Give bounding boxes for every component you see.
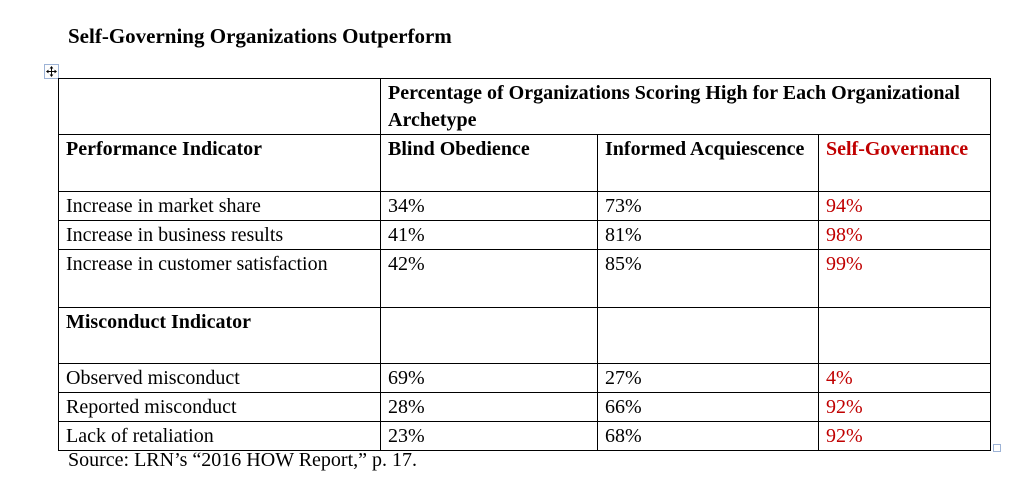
value-cell: 98% — [817, 220, 992, 250]
table-row-misconduct-section: Misconduct Indicator — [58, 307, 992, 364]
column-header-informed-acquiescence: Informed Acquiescence — [597, 134, 819, 192]
value-cell: 66% — [597, 392, 819, 422]
row-label-cell: Reported misconduct — [58, 392, 381, 422]
table-row: Increase in market share 34% 73% 94% — [58, 191, 992, 221]
table-merged-header: Percentage of Organizations Scoring High… — [379, 78, 992, 135]
table-row: Lack of retaliation 23% 68% 92% — [58, 421, 992, 451]
table-row-column-headers: Performance Indicator Blind Obedience In… — [58, 134, 992, 192]
row-label-cell: Lack of retaliation — [58, 421, 381, 451]
value-cell: 81% — [597, 220, 819, 250]
value-cell: 73% — [597, 191, 819, 221]
column-header-self-governance: Self-Governance — [817, 134, 992, 192]
value-cell: 23% — [380, 421, 598, 451]
value-cell: 41% — [380, 220, 598, 250]
value-cell: 99% — [817, 249, 992, 308]
move-icon — [46, 66, 57, 77]
value-cell: 69% — [380, 363, 598, 393]
section-header-misconduct-indicator: Misconduct Indicator — [58, 307, 381, 364]
row-label-cell: Observed misconduct — [58, 363, 381, 393]
table-resize-handle[interactable] — [993, 444, 1001, 452]
table-row: Observed misconduct 69% 27% 4% — [58, 363, 992, 393]
table-row: Increase in business results 41% 81% 98% — [58, 220, 992, 250]
source-note: Source: LRN’s “2016 HOW Report,” p. 17. — [68, 449, 418, 471]
value-cell: 42% — [380, 249, 598, 308]
value-cell: 28% — [380, 392, 598, 422]
value-cell: 92% — [817, 421, 992, 451]
column-header-blind-obedience: Blind Obedience — [380, 134, 598, 192]
value-cell — [597, 307, 819, 364]
value-cell — [817, 307, 992, 364]
value-cell: 92% — [817, 392, 992, 422]
value-cell: 4% — [817, 363, 992, 393]
row-label-cell: Increase in customer satisfaction — [58, 249, 381, 308]
row-label-cell: Increase in market share — [58, 191, 381, 221]
table-cell-empty-corner — [58, 78, 381, 135]
archetype-table: Percentage of Organizations Scoring High… — [58, 78, 992, 451]
column-header-performance-indicator: Performance Indicator — [58, 134, 381, 192]
table-move-handle[interactable] — [44, 64, 59, 79]
value-cell: 34% — [380, 191, 598, 221]
table-row: Reported misconduct 28% 66% 92% — [58, 392, 992, 422]
table-row: Increase in customer satisfaction 42% 85… — [58, 249, 992, 308]
value-cell: 94% — [817, 191, 992, 221]
value-cell: 68% — [597, 421, 819, 451]
row-label-cell: Increase in business results — [58, 220, 381, 250]
value-cell: 85% — [597, 249, 819, 308]
value-cell: 27% — [597, 363, 819, 393]
document-title: Self-Governing Organizations Outperform — [68, 24, 452, 48]
value-cell — [380, 307, 598, 364]
table-row-merged-header: Percentage of Organizations Scoring High… — [58, 78, 992, 135]
